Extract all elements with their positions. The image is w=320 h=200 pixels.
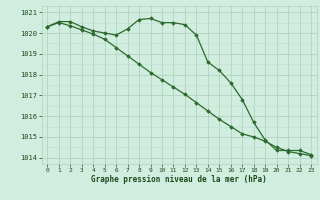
X-axis label: Graphe pression niveau de la mer (hPa): Graphe pression niveau de la mer (hPa) xyxy=(91,175,267,184)
